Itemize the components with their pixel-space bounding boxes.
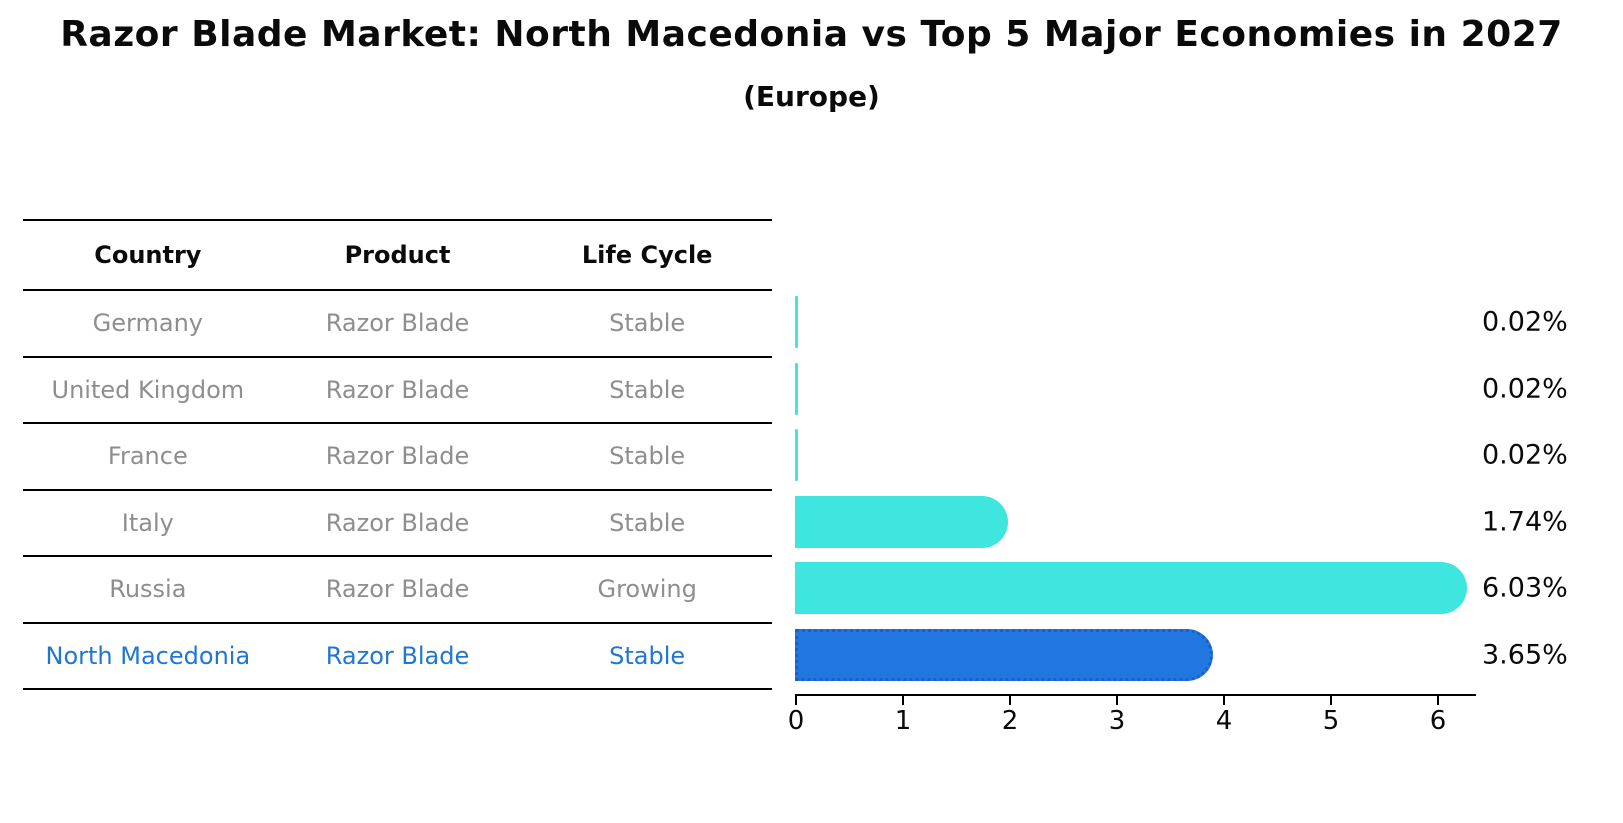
x-axis-tick bbox=[1330, 696, 1332, 705]
bar-france bbox=[795, 429, 798, 482]
table-row: North Macedonia Razor Blade Stable bbox=[23, 624, 772, 690]
bar-value-label: 6.03% bbox=[1482, 572, 1568, 604]
table-cell: Razor Blade bbox=[325, 508, 470, 537]
x-axis-tick-label: 3 bbox=[1108, 706, 1126, 736]
table-cell: Stable bbox=[609, 375, 686, 404]
table-header-cell: Life Cycle bbox=[581, 241, 713, 269]
x-axis-tick-label: 2 bbox=[1001, 706, 1019, 736]
bar-value-label: 0.02% bbox=[1482, 373, 1568, 405]
table-header-cell: Product bbox=[344, 241, 451, 269]
bar-value-label: 3.65% bbox=[1482, 639, 1568, 671]
chart-subtitle: (Europe) bbox=[743, 80, 880, 113]
x-axis-tick bbox=[795, 696, 797, 705]
table-cell: Russia bbox=[109, 575, 187, 604]
table-cell: Stable bbox=[609, 508, 686, 537]
table-cell: Germany bbox=[92, 309, 203, 338]
table-header-row: Country Product Life Cycle bbox=[23, 221, 772, 291]
table-header-cell: Country bbox=[94, 241, 202, 269]
table-row: Italy Razor Blade Stable bbox=[23, 491, 772, 557]
x-axis-tick-label: 4 bbox=[1215, 706, 1233, 736]
table-cell: Stable bbox=[609, 442, 686, 471]
table-cell: Razor Blade bbox=[325, 309, 470, 338]
bar-value-label: 0.02% bbox=[1482, 439, 1568, 471]
x-axis-tick-label: 5 bbox=[1322, 706, 1340, 736]
table-row: Russia Razor Blade Growing bbox=[23, 557, 772, 624]
bar-germany bbox=[795, 296, 798, 349]
x-axis-tick bbox=[1009, 696, 1011, 705]
x-axis-tick bbox=[1116, 696, 1118, 705]
x-axis-tick-label: 6 bbox=[1429, 706, 1447, 736]
bar-value-label: 1.74% bbox=[1482, 506, 1568, 538]
table-cell: Growing bbox=[597, 575, 697, 604]
x-axis-tick-label: 0 bbox=[787, 706, 805, 736]
table-row: France Razor Blade Stable bbox=[23, 424, 772, 491]
table-cell: Stable bbox=[609, 309, 686, 338]
table-cell: North Macedonia bbox=[45, 641, 251, 670]
country-table: Country Product Life Cycle Germany Razor Bl… bbox=[23, 219, 772, 690]
bar-value-label: 0.02% bbox=[1482, 306, 1568, 338]
table-cell: United Kingdom bbox=[51, 375, 245, 404]
table-cell: Stable bbox=[609, 641, 686, 670]
x-axis-line bbox=[795, 694, 1476, 696]
table-cell: Razor Blade bbox=[325, 641, 470, 670]
x-axis-tick bbox=[1223, 696, 1225, 705]
x-axis-tick-label: 1 bbox=[894, 706, 912, 736]
table-cell: Razor Blade bbox=[325, 442, 470, 471]
table-row: Germany Razor Blade Stable bbox=[23, 291, 772, 358]
table-row: United Kingdom Razor Blade Stable bbox=[23, 358, 772, 424]
table-cell: Razor Blade bbox=[325, 375, 470, 404]
table-cell: France bbox=[107, 442, 188, 471]
bar-russia bbox=[795, 562, 1468, 615]
bar-united-kingdom bbox=[795, 362, 798, 415]
bar-italy bbox=[795, 495, 1009, 548]
chart-title: Razor Blade Market: North Macedonia vs T… bbox=[60, 14, 1563, 55]
table-cell: Razor Blade bbox=[325, 575, 470, 604]
x-axis-tick bbox=[1437, 696, 1439, 705]
bar-north-macedonia bbox=[795, 628, 1213, 681]
x-axis-tick bbox=[902, 696, 904, 705]
table-cell: Italy bbox=[121, 508, 174, 537]
